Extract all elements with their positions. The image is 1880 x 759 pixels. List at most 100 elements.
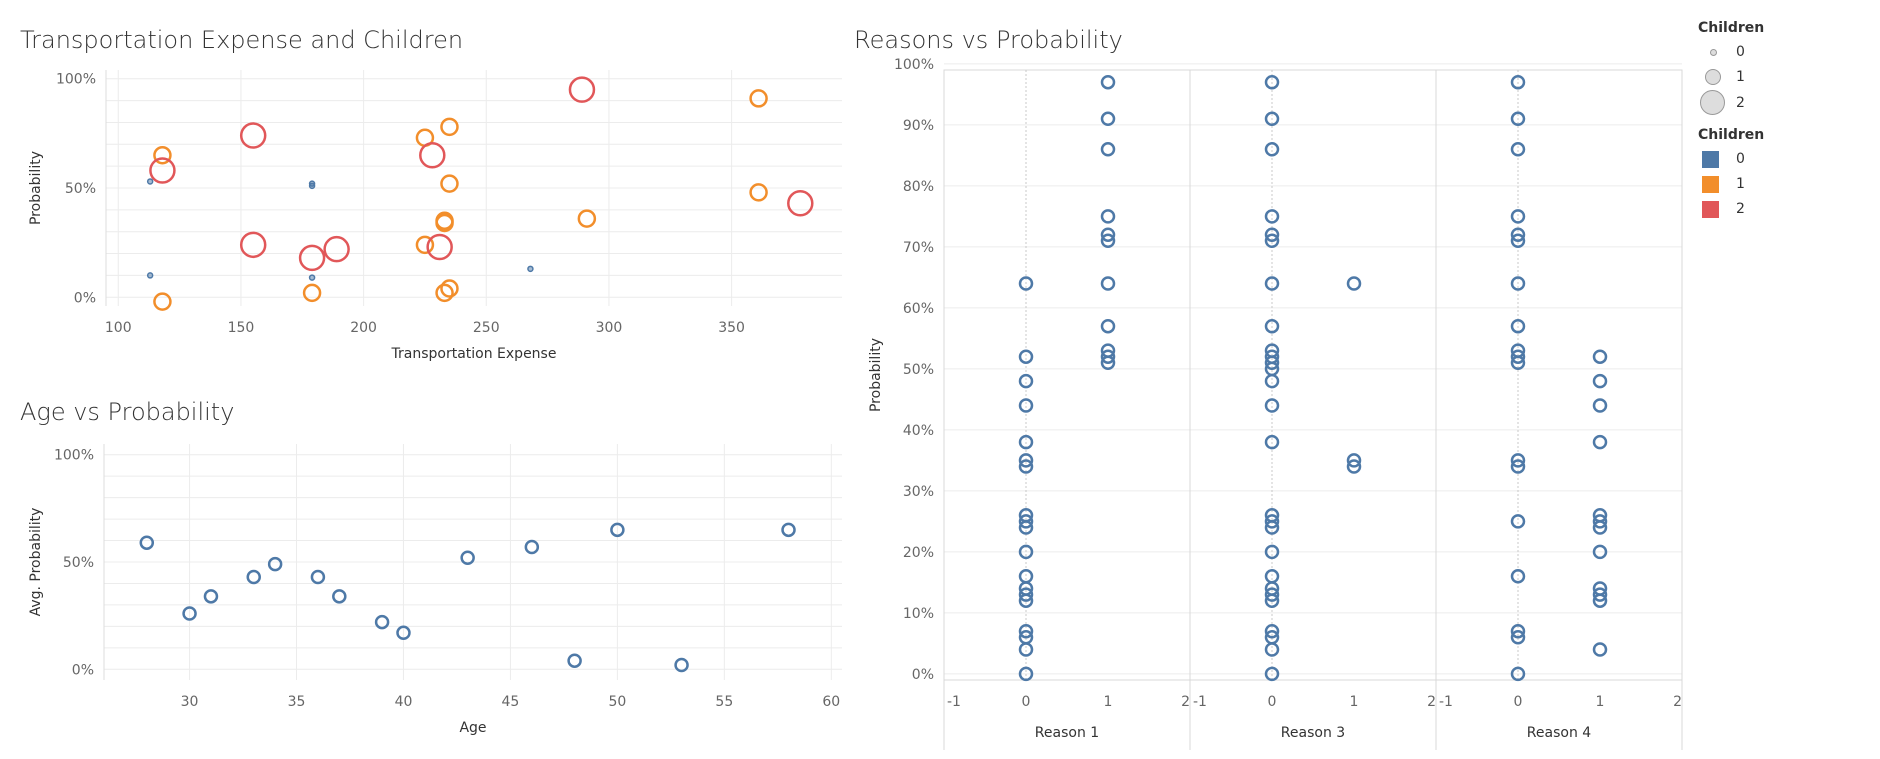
y-tick-label: 90% [903, 118, 934, 134]
data-point-reason [1018, 623, 1034, 639]
x-tick-label: 2 [1427, 694, 1436, 710]
data-point-reason [1018, 453, 1034, 468]
x-tick-label: 0 [1022, 694, 1031, 710]
data-point-reason [1264, 642, 1280, 657]
data-point-children-2 [419, 141, 446, 169]
legend-size-item[interactable]: 1 [1698, 65, 1878, 90]
x-tick-label: 1 [1596, 694, 1605, 710]
x-tick-label: 55 [715, 694, 733, 710]
data-point-children-0 [308, 274, 316, 281]
data-point-reason [1264, 587, 1280, 602]
data-point-reason [1510, 355, 1526, 371]
y-tick-label: 0% [912, 667, 934, 683]
data-point-age [203, 589, 219, 604]
y-tick-label: 0% [72, 662, 94, 678]
data-point-reason [1510, 233, 1526, 249]
data-point-age [674, 657, 689, 673]
data-point-reason [1100, 111, 1116, 127]
data-point-reason [1018, 587, 1034, 602]
data-point-age [396, 625, 411, 641]
legend-size-item[interactable]: 0 [1698, 40, 1878, 65]
x-tick-label: 350 [718, 320, 745, 336]
data-point-reason [1264, 111, 1280, 127]
data-point-reason [1510, 666, 1526, 682]
x-tick-label: 0 [1514, 694, 1523, 710]
data-point-reason [1510, 276, 1526, 291]
data-point-reason [1100, 74, 1116, 90]
x-tick-label: 2 [1673, 694, 1682, 710]
data-point-children-2 [568, 76, 596, 103]
x-tick-label: 60 [822, 694, 840, 710]
legend-size-label: 2 [1736, 95, 1745, 111]
data-point-reason [1592, 593, 1608, 608]
data-point-reason [1018, 569, 1034, 584]
legend-color-item[interactable]: 0 [1698, 147, 1878, 172]
y-axis-label: Probability [868, 338, 884, 412]
legend-size-item[interactable]: 2 [1698, 90, 1878, 117]
y-tick-label: 40% [903, 423, 934, 439]
data-point-children-1 [749, 183, 768, 202]
x-tick-label: 2 [1181, 694, 1190, 710]
dashboard-charts: 100 150 200 250 300 3500%50%100%Transportatio… [28, 57, 1683, 750]
x-tick-label: 45 [502, 694, 520, 710]
legend-color-item[interactable]: 1 [1698, 172, 1878, 197]
data-point-children-1 [440, 117, 459, 137]
data-point-reason [1264, 355, 1280, 371]
data-point-age [460, 550, 475, 565]
data-point-children-0 [146, 178, 154, 185]
x-tick-label: 200 [350, 320, 377, 336]
legend-color-label: 0 [1736, 151, 1745, 167]
data-point-reason [1264, 233, 1280, 249]
data-point-reason [1264, 520, 1280, 535]
y-tick-label: 100% [54, 448, 94, 464]
data-point-reason [1264, 373, 1280, 389]
color-swatch-icon [1702, 176, 1719, 193]
data-point-reason [1510, 623, 1526, 639]
data-point-children-0 [308, 182, 316, 190]
data-point-reason [1592, 587, 1608, 602]
chart-title-age: Age vs Probability [20, 398, 235, 426]
legend-color-label: 1 [1736, 176, 1745, 192]
x-tick-label: 150 [228, 320, 255, 336]
y-tick-label: 100% [894, 57, 934, 73]
data-point-reason [1018, 434, 1034, 450]
y-tick-label: 10% [903, 606, 934, 622]
data-point-reason [1346, 453, 1362, 468]
data-point-children-1 [435, 213, 454, 233]
data-point-reason [1510, 453, 1526, 468]
data-point-reason [1264, 666, 1280, 682]
x-tick-label: 1 [1350, 694, 1359, 710]
data-point-reason [1346, 276, 1362, 291]
data-point-children-1 [577, 209, 597, 228]
data-point-reason [1510, 318, 1526, 334]
y-tick-label: 30% [903, 484, 934, 500]
data-point-reason [1264, 398, 1280, 413]
data-point-reason [1592, 349, 1608, 364]
panel-label: Reason 4 [1527, 725, 1591, 741]
data-point-reason [1018, 398, 1034, 413]
legend-color-item[interactable]: 2 [1698, 197, 1878, 222]
data-point-reason [1100, 355, 1116, 371]
data-point-children-1 [440, 174, 459, 193]
x-tick-label: 50 [608, 694, 626, 710]
data-point-reason [1264, 569, 1280, 584]
data-point-children-1 [435, 283, 454, 303]
x-tick-label: 300 [596, 320, 623, 336]
chart-title-reasons: Reasons vs Probability [854, 26, 1123, 54]
data-point-reason [1510, 227, 1526, 242]
data-point-reason [1592, 642, 1608, 657]
plot-frame [943, 69, 1683, 681]
data-point-children-2 [323, 235, 350, 263]
data-point-reason [1346, 459, 1362, 474]
x-tick-label: 250 [473, 320, 500, 336]
data-point-children-1 [415, 235, 435, 255]
legend-panel: Children 0 1 2 Children 0 1 2 [1698, 20, 1878, 222]
data-point-reason [1100, 318, 1116, 334]
x-tick-label: 100 [105, 320, 132, 336]
panel-label: Reason 3 [1281, 725, 1345, 741]
size-dot-large-icon [1700, 90, 1725, 115]
data-point-reason [1264, 227, 1280, 242]
data-point-reason [1100, 276, 1116, 291]
data-point-reason [1018, 666, 1034, 682]
color-swatch-icon [1702, 201, 1719, 218]
